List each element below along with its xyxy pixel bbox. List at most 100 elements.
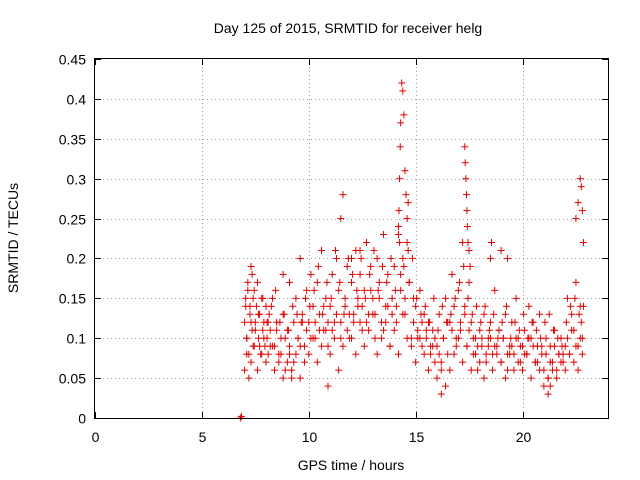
data-point: [288, 366, 296, 374]
data-point: [326, 302, 334, 310]
y-tick-label: 0: [78, 411, 86, 427]
data-point: [461, 302, 469, 310]
data-point: [466, 262, 474, 270]
data-point: [306, 302, 314, 310]
data-point: [380, 326, 388, 334]
data-point: [463, 223, 471, 231]
data-point: [380, 231, 388, 239]
data-point: [330, 318, 338, 326]
data-point: [446, 366, 454, 374]
data-point: [383, 278, 391, 286]
data-point: [463, 207, 471, 215]
data-point: [499, 334, 507, 342]
data-point: [537, 334, 545, 342]
data-point: [307, 334, 315, 342]
data-point: [416, 286, 424, 294]
data-point: [388, 294, 396, 302]
data-point: [374, 286, 382, 294]
data-point: [471, 350, 479, 358]
data-point: [486, 334, 494, 342]
data-point: [461, 310, 469, 318]
data-point: [290, 318, 298, 326]
data-point: [403, 334, 411, 342]
x-tick-label: 0: [92, 429, 100, 445]
data-point: [437, 358, 445, 366]
data-point: [315, 326, 323, 334]
data-point: [392, 318, 400, 326]
data-point: [324, 318, 332, 326]
data-point: [360, 286, 368, 294]
data-point: [519, 366, 526, 374]
data-point: [343, 326, 351, 334]
data-point: [454, 286, 462, 294]
data-point: [253, 278, 261, 286]
data-point: [548, 366, 556, 374]
data-point: [486, 318, 494, 326]
data-point: [448, 270, 456, 278]
data-point: [442, 294, 450, 302]
data-point: [265, 310, 273, 318]
data-point: [486, 254, 494, 262]
data-point: [566, 350, 574, 358]
data-point: [279, 374, 287, 382]
data-point: [426, 318, 434, 326]
data-point: [578, 350, 586, 358]
data-point: [356, 318, 364, 326]
data-point: [337, 334, 345, 342]
data-point: [252, 302, 260, 310]
data-point: [572, 278, 580, 286]
data-point: [544, 390, 552, 398]
data-point: [396, 175, 404, 183]
data-point: [404, 246, 412, 254]
data-point: [408, 254, 416, 262]
data-point: [409, 318, 417, 326]
data-point: [512, 334, 520, 342]
data-point: [435, 350, 443, 358]
data-point: [557, 358, 565, 366]
data-point: [529, 342, 537, 350]
data-point: [572, 215, 580, 223]
data-point: [251, 326, 259, 334]
data-point: [485, 326, 493, 334]
data-point: [333, 254, 341, 262]
data-point: [296, 374, 304, 382]
data-point: [454, 334, 462, 342]
data-point: [521, 350, 529, 358]
data-point: [546, 358, 554, 366]
data-point: [358, 302, 366, 310]
data-point: [508, 342, 516, 350]
data-point: [442, 382, 450, 390]
data-point: [482, 358, 490, 366]
data-point: [540, 382, 548, 390]
data-point: [298, 318, 306, 326]
data-point: [267, 302, 275, 310]
data-point: [477, 318, 485, 326]
data-point: [324, 382, 332, 390]
data-point: [495, 326, 503, 334]
data-point: [320, 302, 328, 310]
data-point: [354, 294, 362, 302]
data-point: [476, 326, 484, 334]
data-point: [258, 350, 266, 358]
data-point: [350, 318, 358, 326]
data-point: [281, 366, 289, 374]
data-point: [243, 334, 251, 342]
data-point: [307, 270, 315, 278]
data-point: [276, 318, 284, 326]
data-point: [567, 302, 575, 310]
data-point: [339, 191, 347, 199]
data-point: [305, 318, 313, 326]
data-point: [525, 334, 533, 342]
data-point: [244, 278, 252, 286]
data-point: [424, 366, 432, 374]
data-point: [390, 326, 398, 334]
data-point: [370, 246, 378, 254]
data-point: [491, 286, 499, 294]
data-point: [313, 358, 321, 366]
data-point: [563, 294, 571, 302]
data-point: [574, 199, 582, 207]
data-point: [271, 366, 279, 374]
data-point: [275, 358, 283, 366]
data-point: [554, 334, 562, 342]
data-point: [438, 302, 446, 310]
